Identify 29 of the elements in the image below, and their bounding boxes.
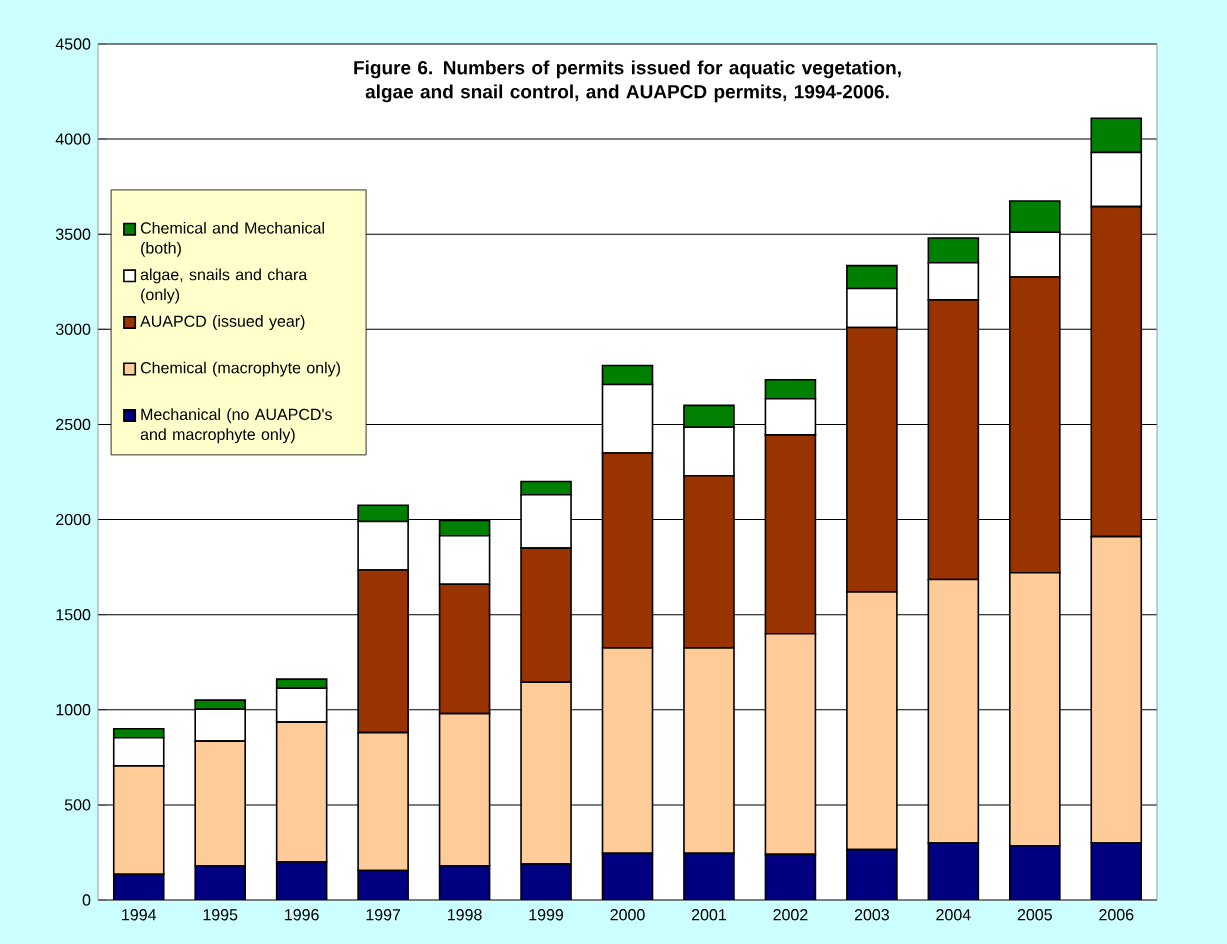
y-tick-label: 3500 bbox=[55, 228, 91, 240]
x-tick-label: 2004 bbox=[936, 909, 971, 921]
x-tick-label: 2003 bbox=[854, 909, 889, 921]
legend-label: Mechanical (no AUAPCD's and macrophyte only) bbox=[140, 408, 332, 444]
y-tick-label: 1000 bbox=[56, 704, 91, 716]
text: Figure 6. Numbers of permits issued for aquatic vegetation, algae and snail control, and AUAPCD permits, 1994-2006. bbox=[354, 60, 901, 103]
x-tick-label: 2000 bbox=[610, 909, 645, 921]
y-tick-label: 1500 bbox=[56, 609, 91, 621]
x-tick-label: 1998 bbox=[448, 909, 482, 921]
legend-label: Chemical and Mechanical (both) bbox=[140, 221, 324, 257]
y-tick-label: 0 bbox=[82, 894, 91, 906]
legend-label: algae, snails and chara (only) bbox=[140, 268, 308, 304]
y-tick-label: 2000 bbox=[56, 513, 91, 526]
y-tick-label: 500 bbox=[64, 799, 91, 811]
legend-label: AUAPCD (issued year) bbox=[140, 315, 305, 331]
x-tick-label: 2005 bbox=[1017, 909, 1052, 921]
x-tick-label: 2006 bbox=[1099, 909, 1134, 921]
x-tick-label: 1999 bbox=[529, 909, 564, 921]
y-tick-label: 2500 bbox=[56, 418, 91, 431]
y-tick-label: 4000 bbox=[55, 133, 91, 145]
y-tick-label: 3000 bbox=[55, 323, 91, 335]
y-tick-label: 4500 bbox=[55, 38, 91, 50]
x-tick-label: 2001 bbox=[691, 909, 726, 921]
legend-label: Chemical (macrophyte only) bbox=[140, 361, 340, 377]
x-tick-label: 2002 bbox=[773, 909, 808, 921]
x-tick-label: 1994 bbox=[122, 909, 157, 921]
x-tick-label: 1996 bbox=[285, 909, 319, 921]
x-tick-label: 1995 bbox=[203, 909, 238, 921]
x-tick-label: 1997 bbox=[366, 909, 401, 921]
